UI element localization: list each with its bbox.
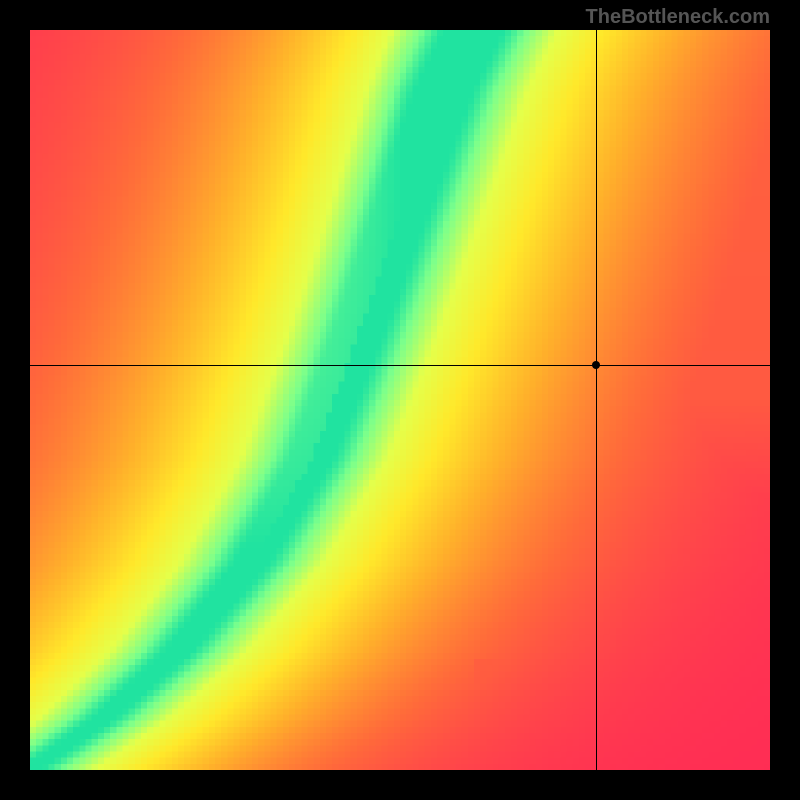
- crosshair-marker-dot: [592, 361, 600, 369]
- crosshair-horizontal-line: [30, 365, 770, 366]
- watermark-text: TheBottleneck.com: [586, 6, 770, 29]
- plot-area: [30, 30, 770, 770]
- bottleneck-heatmap: [30, 30, 770, 770]
- crosshair-vertical-line: [596, 30, 597, 770]
